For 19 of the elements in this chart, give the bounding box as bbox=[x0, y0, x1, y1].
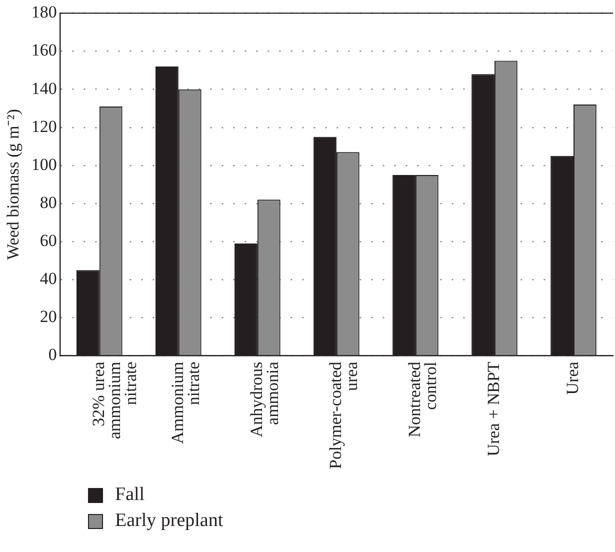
x-tick-label: Urea + NBPT bbox=[484, 361, 503, 456]
y-tick-label: 20 bbox=[40, 307, 57, 326]
y-tick-label: 40 bbox=[40, 269, 57, 288]
y-tick-label: 120 bbox=[31, 116, 57, 136]
legend-label: Fall bbox=[115, 484, 145, 506]
legend-label: Early preplant bbox=[115, 510, 224, 532]
y-tick-label: 160 bbox=[31, 40, 57, 60]
y-tick-label: 140 bbox=[31, 78, 57, 98]
x-tick-label: Ammonium nitrate bbox=[168, 362, 204, 444]
x-tick-label: 32% urea ammonium nitrate bbox=[88, 361, 140, 440]
x-tick-label: Nontreated control bbox=[404, 361, 440, 438]
y-tick-label: 80 bbox=[40, 192, 57, 212]
y-tick-label: 0 bbox=[48, 345, 57, 364]
y-tick-label: 180 bbox=[31, 2, 57, 22]
x-tick-label: Polymer-coated urea bbox=[326, 361, 362, 470]
y-tick-label: 100 bbox=[31, 154, 57, 174]
x-tick-label: Urea bbox=[562, 361, 582, 395]
y-tick-label: 60 bbox=[40, 231, 57, 250]
y-axis-title: Weed biomass (g m⁻²) bbox=[4, 109, 23, 260]
